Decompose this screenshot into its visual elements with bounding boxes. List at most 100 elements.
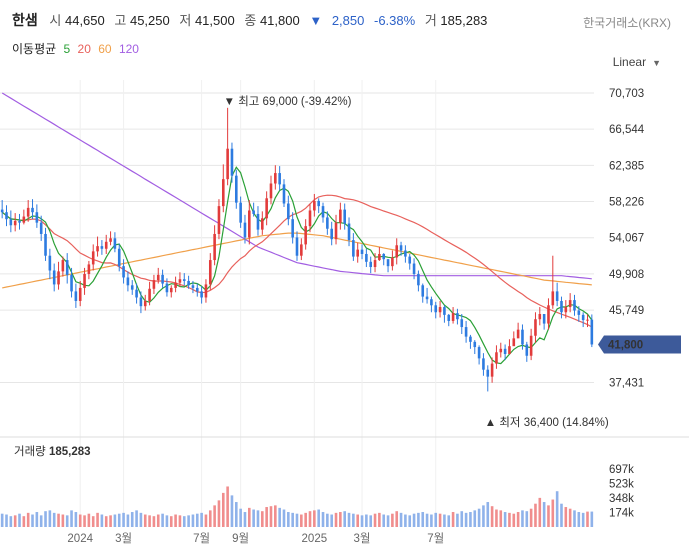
volume-bar[interactable] xyxy=(74,512,78,527)
candle-body[interactable] xyxy=(391,257,394,267)
volume-bar[interactable] xyxy=(126,514,130,527)
candle-body[interactable] xyxy=(434,305,438,313)
candle-body[interactable] xyxy=(499,348,503,353)
candle-body[interactable] xyxy=(300,244,303,256)
candle-body[interactable] xyxy=(48,255,52,271)
volume-bar[interactable] xyxy=(430,514,433,527)
volume-bar[interactable] xyxy=(261,511,264,527)
candle-body[interactable] xyxy=(369,261,373,268)
candle-body[interactable] xyxy=(356,249,360,257)
volume-bar[interactable] xyxy=(152,516,156,527)
volume-bar[interactable] xyxy=(87,513,91,527)
candle-body[interactable] xyxy=(555,291,559,301)
candle-body[interactable] xyxy=(117,248,121,267)
volume-bar[interactable] xyxy=(482,505,485,527)
volume-bar[interactable] xyxy=(512,513,516,527)
candle-body[interactable] xyxy=(178,279,182,283)
volume-bar[interactable] xyxy=(469,512,472,527)
volume-bar[interactable] xyxy=(581,512,585,527)
volume-bar[interactable] xyxy=(343,511,346,527)
candle-body[interactable] xyxy=(551,291,555,306)
candle-body[interactable] xyxy=(165,283,169,293)
candle-body[interactable] xyxy=(352,240,355,257)
candle-body[interactable] xyxy=(373,260,377,268)
candle-body[interactable] xyxy=(430,299,433,306)
candle-body[interactable] xyxy=(534,319,537,336)
candle-body[interactable] xyxy=(104,241,108,249)
ma-legend[interactable]: 이동평균 5 20 60 120 xyxy=(12,40,143,57)
candle-body[interactable] xyxy=(330,228,333,240)
volume-bar[interactable] xyxy=(560,503,563,527)
candle-body[interactable] xyxy=(18,220,21,223)
volume-bar[interactable] xyxy=(378,512,381,527)
candle-body[interactable] xyxy=(317,200,320,207)
candle-body[interactable] xyxy=(339,209,342,223)
volume-bar[interactable] xyxy=(573,510,576,527)
scale-selector[interactable]: Linear ▼ xyxy=(613,55,661,69)
volume-bar[interactable] xyxy=(109,515,112,527)
candle-body[interactable] xyxy=(139,297,143,307)
volume-bar[interactable] xyxy=(156,514,160,527)
volume-bar[interactable] xyxy=(534,503,537,527)
candle-body[interactable] xyxy=(347,223,351,241)
candle-body[interactable] xyxy=(74,291,78,301)
volume-bar[interactable] xyxy=(104,516,108,527)
candle-body[interactable] xyxy=(382,253,386,260)
volume-bar[interactable] xyxy=(139,512,143,527)
volume-bar[interactable] xyxy=(382,514,386,527)
volume-bar[interactable] xyxy=(213,505,216,527)
candle-body[interactable] xyxy=(412,263,416,274)
volume-bar[interactable] xyxy=(243,512,247,527)
candle-body[interactable] xyxy=(399,245,403,251)
volume-bar[interactable] xyxy=(352,513,355,527)
candle-body[interactable] xyxy=(304,226,307,245)
candle-body[interactable] xyxy=(438,307,442,313)
candle-body[interactable] xyxy=(360,249,364,254)
candle-body[interactable] xyxy=(291,219,294,238)
volume-bar[interactable] xyxy=(495,509,498,527)
volume-bar[interactable] xyxy=(178,515,182,527)
volume-bar[interactable] xyxy=(564,507,568,527)
volume-bar[interactable] xyxy=(122,512,125,527)
volume-bar[interactable] xyxy=(200,512,203,527)
volume-bar[interactable] xyxy=(48,510,52,527)
candle-body[interactable] xyxy=(490,363,494,377)
volume-bar[interactable] xyxy=(191,514,195,527)
volume-bar[interactable] xyxy=(499,510,503,527)
volume-bar[interactable] xyxy=(330,514,333,527)
volume-bar[interactable] xyxy=(31,514,34,527)
volume-bar[interactable] xyxy=(83,515,86,527)
candle-body[interactable] xyxy=(581,314,585,321)
candle-body[interactable] xyxy=(261,218,264,230)
candle-body[interactable] xyxy=(274,173,277,184)
volume-bar[interactable] xyxy=(226,486,229,527)
ma-120-label[interactable]: 120 xyxy=(118,42,139,56)
candle-body[interactable] xyxy=(113,238,117,249)
volume-bar[interactable] xyxy=(287,512,290,527)
volume-bar[interactable] xyxy=(204,514,208,527)
candle-body[interactable] xyxy=(573,300,576,311)
volume-bar[interactable] xyxy=(26,512,30,527)
volume-bar[interactable] xyxy=(291,512,294,527)
volume-bar[interactable] xyxy=(239,508,242,527)
candle-body[interactable] xyxy=(87,264,91,274)
volume-bar[interactable] xyxy=(187,515,190,527)
volume-bar[interactable] xyxy=(347,512,351,527)
candle-body[interactable] xyxy=(421,285,425,297)
volume-bar[interactable] xyxy=(456,513,459,527)
candle-body[interactable] xyxy=(516,329,520,339)
volume-bar[interactable] xyxy=(304,512,307,527)
volume-bar[interactable] xyxy=(195,513,199,527)
volume-bar[interactable] xyxy=(542,502,546,527)
volume-bar[interactable] xyxy=(308,511,312,527)
candle-body[interactable] xyxy=(5,212,8,220)
volume-bar[interactable] xyxy=(356,514,360,527)
candle-body[interactable] xyxy=(386,259,390,267)
volume-bar[interactable] xyxy=(78,514,82,527)
candle-body[interactable] xyxy=(148,288,151,301)
candle-body[interactable] xyxy=(321,206,325,218)
candle-body[interactable] xyxy=(313,200,316,211)
candle-body[interactable] xyxy=(525,344,529,356)
volume-bar[interactable] xyxy=(577,512,581,527)
candle-body[interactable] xyxy=(230,148,234,176)
